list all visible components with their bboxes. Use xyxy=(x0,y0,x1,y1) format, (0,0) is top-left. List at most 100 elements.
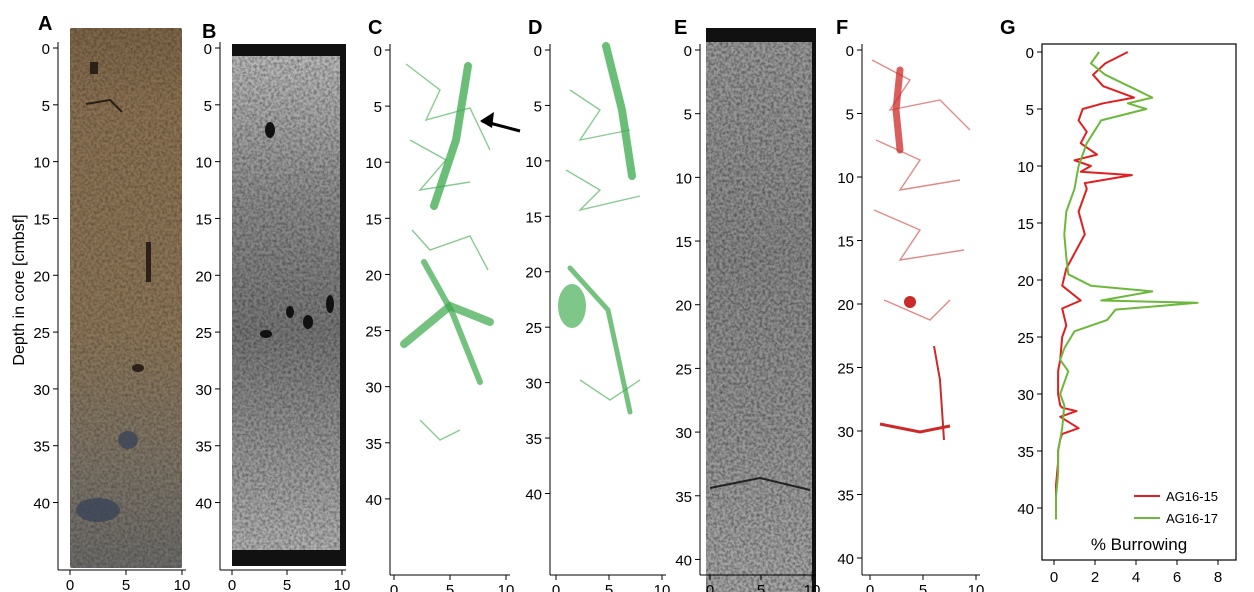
y-tick-label: 40 xyxy=(837,551,854,568)
panel-e-crack xyxy=(709,476,811,491)
y-tick-label: 0 xyxy=(534,43,542,60)
y-tick-label: 10 xyxy=(837,170,854,187)
x-tick-label: 6 xyxy=(1173,569,1181,586)
y-tick-label: 0 xyxy=(1026,45,1034,62)
panel-c: C xyxy=(368,17,521,441)
panel-f-burrow-trace-2 xyxy=(933,345,945,441)
panel-c-burrow-tube-2 xyxy=(421,259,483,385)
panel-b-burrow-3 xyxy=(303,315,313,329)
panel-d-burrow-tube xyxy=(602,42,636,180)
panel-b-axes: 0 5 10 15 20 25 30 35 40 0 5 10 xyxy=(195,41,350,592)
panel-b-burrow-4 xyxy=(326,295,334,313)
y-tick-label: 20 xyxy=(365,267,382,284)
y-tick-label: 25 xyxy=(1017,330,1034,347)
legend-label-ag16-17: AG16-17 xyxy=(1166,511,1218,526)
x-tick-label: 8 xyxy=(1214,569,1222,586)
y-tick-label: 35 xyxy=(195,439,212,456)
panel-b-top-void xyxy=(232,44,346,56)
y-tick-label: 30 xyxy=(33,382,50,399)
panel-c-label: C xyxy=(368,17,382,39)
panel-d-burrow-cluster xyxy=(558,284,586,328)
chart-y-axis: 0 5 10 15 20 25 30 35 40 xyxy=(1017,45,1042,518)
y-tick-label: 10 xyxy=(365,155,382,172)
series-line-ag16-17 xyxy=(1055,51,1199,520)
panel-f-mesh xyxy=(871,59,971,321)
panel-c-burrow-tube xyxy=(430,62,472,210)
x-tick-label: 0 xyxy=(66,577,74,592)
panel-e-label: E xyxy=(674,17,687,39)
y-tick-label: 35 xyxy=(675,489,692,506)
y-tick-label: 20 xyxy=(837,297,854,314)
y-tick-label: 30 xyxy=(1017,387,1034,404)
y-tick-label: 0 xyxy=(204,41,212,58)
panel-a-label: A xyxy=(38,13,52,35)
x-tick-label: 5 xyxy=(283,577,291,592)
panel-f: F xyxy=(836,17,971,441)
y-tick-label: 25 xyxy=(675,361,692,378)
panel-c-mesh xyxy=(405,63,491,441)
panel-b-burrow-2 xyxy=(286,306,294,318)
y-tick-label: 0 xyxy=(846,43,854,60)
y-tick-label: 20 xyxy=(1017,273,1034,290)
y-tick-label: 0 xyxy=(684,43,692,60)
series-line-ag16-15 xyxy=(1055,51,1135,508)
y-tick-label: 5 xyxy=(374,99,382,116)
y-tick-label: 25 xyxy=(33,325,50,342)
panel-e: E xyxy=(674,17,816,592)
y-tick-label: 35 xyxy=(837,488,854,505)
x-tick-label: 10 xyxy=(334,577,351,592)
panel-a-burrow-3 xyxy=(132,364,144,372)
panel-d-label: D xyxy=(528,17,542,39)
x-tick-label: 0 xyxy=(706,582,714,592)
y-tick-label: 10 xyxy=(33,155,50,172)
y-tick-label: 15 xyxy=(195,211,212,228)
y-tick-label: 5 xyxy=(1026,102,1034,119)
y-tick-label: 0 xyxy=(374,43,382,60)
panel-e-right-edge xyxy=(812,28,816,592)
panel-e-top-void xyxy=(706,28,816,42)
panel-b-bottom-void xyxy=(232,550,346,566)
panel-a-dark-patch-2 xyxy=(76,498,120,522)
y-tick-label: 25 xyxy=(195,325,212,342)
y-tick-label: 40 xyxy=(33,496,50,513)
y-tick-label: 40 xyxy=(195,496,212,513)
panel-d-burrow-tube-2 xyxy=(567,265,633,415)
panel-b-right-edge xyxy=(340,44,346,566)
legend-label-ag16-15: AG16-15 xyxy=(1166,489,1218,504)
y-tick-label: 0 xyxy=(42,41,50,58)
x-tick-label: 0 xyxy=(552,582,560,592)
x-tick-label: 0 xyxy=(866,582,874,592)
panel-c-arrow-head xyxy=(480,112,494,128)
x-tick-label: 10 xyxy=(654,582,671,592)
panel-a-burrow-2 xyxy=(146,242,151,282)
panel-b-label: B xyxy=(202,21,216,43)
panel-f-burrow-tube xyxy=(892,66,904,154)
panel-a-axes: 0 5 10 15 20 25 30 35 40 0 5 10 xyxy=(33,41,190,592)
y-tick-label: 10 xyxy=(525,154,542,171)
y-tick-label: 30 xyxy=(837,424,854,441)
chart-x-label: % Burrowing xyxy=(1091,535,1187,554)
y-tick-label: 5 xyxy=(846,107,854,124)
panel-a: A xyxy=(38,13,182,568)
panel-e-axes: 0 5 10 15 20 25 30 35 40 0 5 10 xyxy=(675,43,820,592)
y-tick-label: 25 xyxy=(365,324,382,341)
panel-g-label: G xyxy=(1000,17,1016,39)
y-tick-label: 30 xyxy=(365,380,382,397)
y-tick-label: 35 xyxy=(33,439,50,456)
y-tick-label: 15 xyxy=(525,209,542,226)
y-tick-label: 10 xyxy=(675,170,692,187)
y-tick-label: 20 xyxy=(195,268,212,285)
panel-f-burrow-dot xyxy=(904,296,916,308)
x-tick-label: 0 xyxy=(390,582,398,592)
y-tick-label: 20 xyxy=(525,265,542,282)
y-tick-label: 20 xyxy=(33,268,50,285)
chart-frame xyxy=(1041,43,1237,561)
chart-legend: AG16-15 AG16-17 xyxy=(1134,489,1218,526)
y-tick-label: 35 xyxy=(1017,444,1034,461)
x-tick-label: 10 xyxy=(498,582,515,592)
y-tick-label: 30 xyxy=(675,425,692,442)
x-tick-label: 10 xyxy=(968,582,985,592)
y-tick-label: 30 xyxy=(525,376,542,393)
panel-a-dark-patch-1 xyxy=(118,431,138,449)
